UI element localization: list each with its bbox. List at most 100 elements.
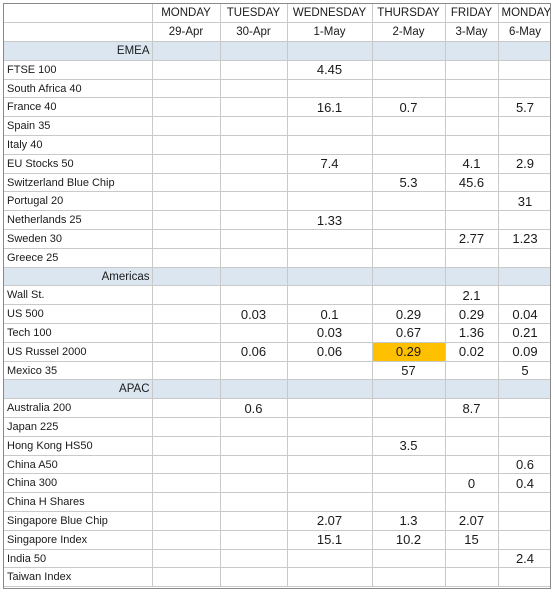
value-cell[interactable] [445, 135, 499, 155]
value-cell[interactable] [220, 248, 288, 268]
index-name-cell[interactable]: Sweden 30 [4, 229, 153, 249]
region-empty-cell[interactable] [498, 267, 550, 287]
value-cell[interactable] [152, 455, 221, 475]
value-cell[interactable]: 0.06 [287, 342, 373, 362]
value-cell[interactable] [372, 549, 446, 569]
index-name-cell[interactable]: China A50 [4, 455, 153, 475]
region-empty-cell[interactable] [220, 267, 288, 287]
region-empty-cell[interactable] [287, 267, 373, 287]
value-cell[interactable] [152, 530, 221, 550]
value-cell[interactable] [498, 79, 550, 99]
value-cell[interactable] [498, 398, 550, 419]
value-cell[interactable] [498, 248, 550, 268]
value-cell[interactable] [372, 135, 446, 155]
value-cell[interactable]: 0.09 [498, 342, 550, 362]
value-cell[interactable] [220, 436, 288, 456]
value-cell[interactable] [287, 361, 373, 381]
value-cell[interactable] [220, 323, 288, 343]
value-cell[interactable]: 7.4 [287, 154, 373, 174]
value-cell[interactable] [498, 210, 550, 231]
value-cell[interactable] [287, 229, 373, 249]
value-cell[interactable] [372, 285, 446, 306]
value-cell[interactable] [498, 285, 550, 306]
value-cell[interactable] [287, 173, 373, 193]
value-cell[interactable] [220, 567, 288, 588]
value-cell[interactable]: 0.6 [220, 398, 288, 419]
value-cell[interactable] [220, 361, 288, 381]
value-cell[interactable] [152, 549, 221, 569]
value-cell[interactable] [445, 455, 499, 475]
value-cell[interactable] [287, 455, 373, 475]
value-cell[interactable] [152, 511, 221, 531]
value-cell[interactable] [287, 398, 373, 419]
day-header[interactable]: MONDAY [498, 4, 550, 24]
value-cell[interactable]: 0.04 [498, 304, 550, 325]
value-cell[interactable] [498, 60, 550, 80]
value-cell[interactable]: 57 [372, 361, 446, 381]
region-empty-cell[interactable] [445, 379, 499, 400]
index-name-cell[interactable]: Singapore Blue Chip [4, 511, 153, 531]
value-cell[interactable] [498, 530, 550, 550]
value-cell[interactable] [372, 116, 446, 137]
value-cell[interactable] [152, 229, 221, 249]
value-cell[interactable] [287, 248, 373, 268]
value-cell[interactable]: 2.9 [498, 154, 550, 174]
value-cell[interactable] [372, 191, 446, 212]
region-empty-cell[interactable] [445, 41, 499, 61]
value-cell[interactable] [152, 398, 221, 419]
value-cell[interactable] [372, 417, 446, 437]
value-cell[interactable] [445, 210, 499, 231]
value-cell[interactable] [498, 173, 550, 193]
index-name-cell[interactable]: Japan 225 [4, 417, 153, 437]
index-name-cell[interactable]: India 50 [4, 549, 153, 569]
value-cell[interactable] [152, 248, 221, 268]
index-name-cell[interactable]: FTSE 100 [4, 60, 153, 80]
region-empty-cell[interactable] [372, 41, 446, 61]
value-cell[interactable] [287, 549, 373, 569]
value-cell[interactable]: 15.1 [287, 530, 373, 550]
day-header[interactable]: FRIDAY [445, 4, 499, 24]
value-cell[interactable] [220, 135, 288, 155]
date-header[interactable]: 2-May [372, 22, 446, 43]
value-cell[interactable]: 0.7 [372, 97, 446, 118]
region-label[interactable]: APAC [4, 379, 153, 400]
value-cell[interactable] [152, 210, 221, 231]
region-empty-cell[interactable] [445, 267, 499, 287]
region-empty-cell[interactable] [152, 41, 221, 61]
index-name-cell[interactable]: Singapore Index [4, 530, 153, 550]
value-cell[interactable] [287, 492, 373, 513]
value-cell[interactable] [372, 154, 446, 174]
region-empty-cell[interactable] [287, 41, 373, 61]
region-empty-cell[interactable] [287, 379, 373, 400]
value-cell[interactable] [152, 173, 221, 193]
highlighted-value-cell[interactable]: 0.29 [372, 342, 446, 362]
day-header[interactable]: WEDNESDAY [287, 4, 373, 24]
value-cell[interactable] [152, 473, 221, 494]
index-name-cell[interactable]: Switzerland Blue Chip [4, 173, 153, 193]
value-cell[interactable]: 0.06 [220, 342, 288, 362]
value-cell[interactable] [287, 567, 373, 588]
index-name-cell[interactable]: Italy 40 [4, 135, 153, 155]
region-empty-cell[interactable] [152, 379, 221, 400]
value-cell[interactable] [498, 116, 550, 137]
region-label[interactable]: Americas [4, 267, 153, 287]
value-cell[interactable]: 1.23 [498, 229, 550, 249]
value-cell[interactable]: 16.1 [287, 97, 373, 118]
value-cell[interactable] [220, 455, 288, 475]
value-cell[interactable]: 1.33 [287, 210, 373, 231]
value-cell[interactable] [445, 79, 499, 99]
value-cell[interactable]: 0.21 [498, 323, 550, 343]
index-name-cell[interactable]: Greece 25 [4, 248, 153, 268]
index-name-cell[interactable]: EU Stocks 50 [4, 154, 153, 174]
value-cell[interactable]: 0 [445, 473, 499, 494]
value-cell[interactable] [152, 79, 221, 99]
value-cell[interactable] [445, 116, 499, 137]
index-name-cell[interactable]: South Africa 40 [4, 79, 153, 99]
value-cell[interactable]: 0.4 [498, 473, 550, 494]
index-name-cell[interactable]: France 40 [4, 97, 153, 118]
value-cell[interactable] [220, 154, 288, 174]
value-cell[interactable] [152, 361, 221, 381]
value-cell[interactable] [220, 229, 288, 249]
value-cell[interactable] [220, 116, 288, 137]
value-cell[interactable] [220, 417, 288, 437]
